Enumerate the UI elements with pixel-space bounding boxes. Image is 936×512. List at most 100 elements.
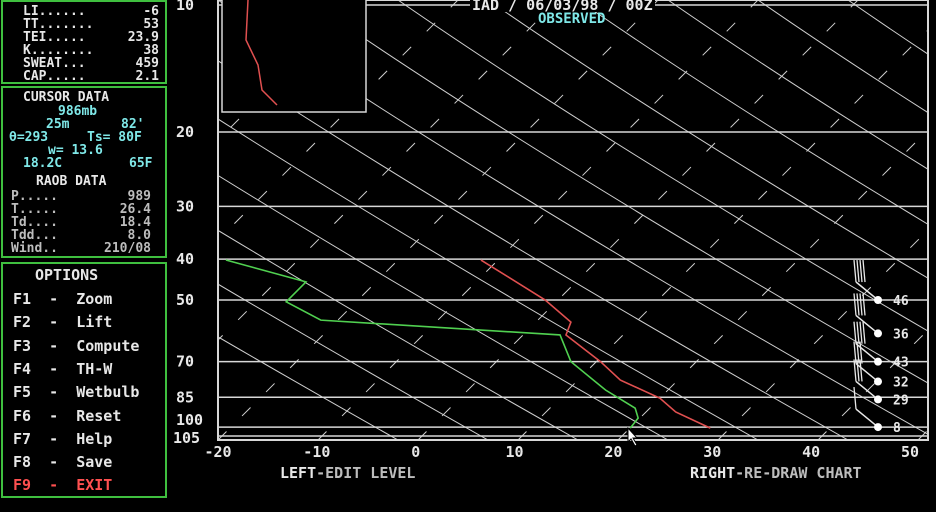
- dry-adiabat-line: [487, 0, 928, 279]
- dry-adiabat-line: [218, 229, 579, 440]
- option-reset[interactable]: F6 - Reset: [13, 406, 122, 425]
- wind-barb-flag: [853, 341, 857, 364]
- wind-marker: [874, 329, 882, 338]
- raob-label: P.....: [11, 189, 58, 204]
- raob-value: 989: [127, 189, 151, 204]
- wind-barb-flag: [856, 359, 860, 382]
- option-help[interactable]: F7 - Help: [13, 429, 113, 448]
- x-tick-label: 50: [901, 443, 919, 461]
- cursor-pressure: 986mb: [58, 104, 98, 119]
- index-label: TEI.....: [23, 30, 86, 45]
- dashed-guide-line: [617, 129, 928, 440]
- wind-marker: [874, 357, 882, 366]
- wind-speed-label: 8: [893, 421, 901, 436]
- right-key: RIGHT: [690, 464, 736, 482]
- option-wetbulb[interactable]: F5 - Wetbulb: [13, 383, 140, 402]
- dry-adiabat-line: [397, 0, 928, 332]
- wind-barb-flag: [853, 259, 857, 283]
- dashed-guide-line: [417, 0, 859, 440]
- wind-barb-flag: [862, 259, 866, 283]
- wind-barb-flag: [853, 359, 857, 382]
- raob-data-title: RAOB DATA: [36, 174, 107, 189]
- wind-barb-flag: [862, 321, 866, 344]
- wind-marker: [874, 395, 882, 404]
- x-tick-label: 10: [506, 443, 524, 461]
- chart-subtitle: OBSERVED: [538, 11, 606, 27]
- data-panel: CURSOR DATA 986mb 25m 82' θ=293 Ts= 80F …: [1, 86, 167, 258]
- wind-barb-staff: [855, 314, 879, 335]
- dewpoint-line: [225, 259, 640, 429]
- index-label: LI......: [23, 4, 86, 19]
- option-label: Save: [76, 453, 113, 472]
- left-click-hint: LEFT-EDIT LEVEL: [280, 465, 415, 482]
- x-tick-label: 40: [802, 443, 820, 461]
- dashed-guide-line: [218, 0, 459, 241]
- option-compute[interactable]: F3 - Compute: [13, 336, 140, 355]
- wind-barb-flag: [856, 321, 860, 344]
- option-exit[interactable]: F9 - EXIT: [13, 476, 113, 495]
- inset-trace: [245, 0, 278, 106]
- option-lift[interactable]: F2 - Lift: [13, 313, 113, 332]
- cursor-height: 25m: [46, 117, 70, 132]
- wind-speed-label: 29: [893, 393, 909, 408]
- index-label: K........: [23, 43, 94, 58]
- dry-adiabat-line: [218, 60, 849, 440]
- dry-adiabat-line: [757, 0, 928, 114]
- pressure-label: 10: [176, 0, 194, 14]
- stability-indices-panel: LI...... -6 TT....... 53 TEI..... 23.9 K......…: [1, 0, 167, 84]
- dry-adiabat-line: [218, 118, 759, 440]
- dashed-guide-line: [218, 0, 559, 341]
- dashed-guide-line: [717, 229, 928, 440]
- options-panel: OPTIONS F1 - Zoom F2 - Lift F3 - Compute F4…: [1, 262, 167, 498]
- option-label: Help: [76, 429, 113, 448]
- wind-barb-flag: [853, 321, 857, 344]
- dry-adiabat-line: [577, 0, 928, 225]
- right-action: -RE-DRAW CHART: [735, 464, 862, 482]
- index-value: 53: [143, 17, 159, 32]
- wind-barb-flag: [859, 293, 863, 316]
- option-zoom[interactable]: F1 - Zoom: [13, 290, 113, 308]
- pressure-label: 30: [176, 197, 194, 215]
- pressure-label: 70: [176, 353, 194, 371]
- option-th-w[interactable]: F4 - TH-W: [13, 359, 113, 378]
- wind-barb-staff: [855, 362, 879, 383]
- wind-barb-flag: [853, 293, 857, 316]
- wind-barb-flag: [859, 321, 863, 344]
- option-key: F5: [13, 383, 32, 402]
- option-key: F6: [13, 406, 32, 425]
- wind-speed-label: 43: [893, 356, 909, 371]
- option-label: Reset: [76, 406, 122, 425]
- index-value: 38: [143, 43, 159, 58]
- plot-area: [218, 0, 928, 440]
- raob-label: Td....: [11, 215, 58, 230]
- option-label: Compute: [76, 336, 140, 355]
- option-label: Wetbulb: [76, 383, 140, 402]
- options-title: OPTIONS: [35, 266, 99, 284]
- dashed-guide-line: [317, 0, 759, 440]
- dry-adiabat-line: [667, 0, 928, 170]
- pressure-label: 20: [176, 123, 194, 141]
- raob-value: 210/08: [104, 241, 151, 256]
- cursor-temp-f: 65F: [129, 156, 153, 171]
- wind-barb-flag: [859, 359, 863, 382]
- x-tick-label: -20: [204, 443, 231, 461]
- pressure-label: 85: [176, 388, 194, 406]
- option-key: F9: [13, 476, 32, 495]
- wind-barb-flag: [856, 293, 860, 316]
- option-key: F2: [13, 313, 32, 332]
- wind-barb-flag: [856, 341, 860, 364]
- raob-value: 26.4: [119, 202, 151, 217]
- wind-speed-label: 46: [893, 294, 909, 309]
- dashed-guide-line: [517, 29, 928, 440]
- wind-marker: [874, 296, 882, 305]
- option-save[interactable]: F8 - Save: [13, 453, 113, 472]
- option-label: Zoom: [76, 290, 113, 308]
- wind-marker: [874, 377, 882, 386]
- wind-barb-staff: [855, 281, 879, 301]
- raob-label: T.....: [11, 202, 58, 217]
- plot-border: [217, 0, 929, 441]
- wind-barb-flag: [859, 341, 863, 364]
- option-key: F8: [13, 453, 32, 472]
- temperature-line: [480, 259, 711, 429]
